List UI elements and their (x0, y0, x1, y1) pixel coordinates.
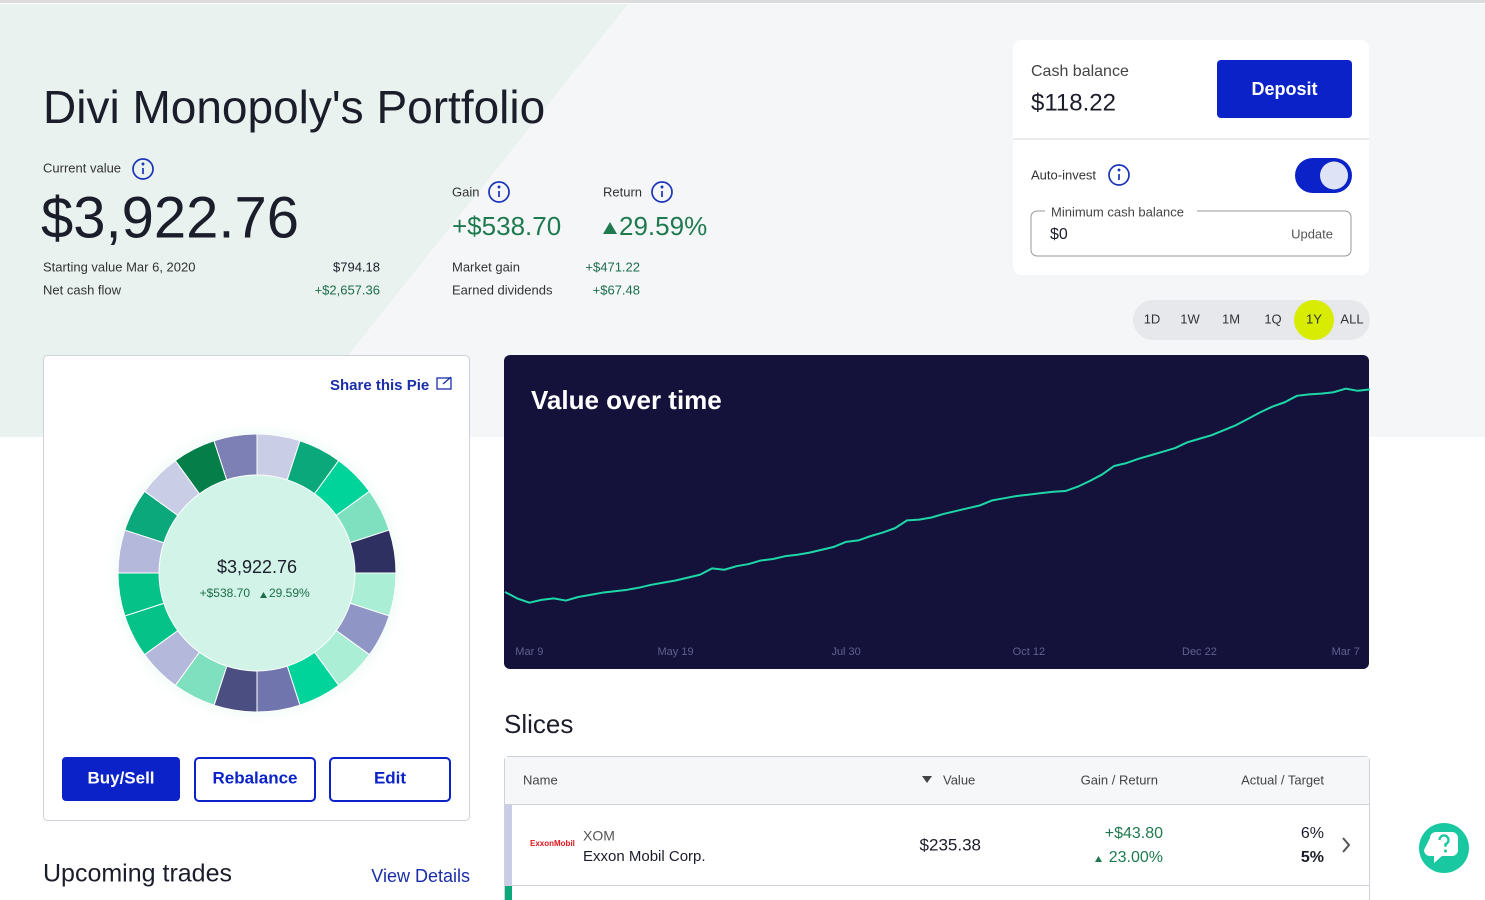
range-option[interactable]: 1Y (1306, 311, 1322, 326)
column-header: Actual / Target (1241, 772, 1324, 787)
current-value-label: Current value (43, 160, 121, 175)
donut-center-gain: +$538.70 (200, 586, 251, 600)
x-tick-label: Jul 30 (831, 646, 860, 658)
slice-name: Exxon Mobil Corp. (583, 848, 706, 865)
x-tick-label: Mar 7 (1332, 646, 1360, 658)
help-button[interactable] (1419, 823, 1469, 873)
deposit-button[interactable] (1217, 60, 1352, 118)
earned-dividends: +$67.48 (593, 282, 640, 297)
x-tick-label: Oct 12 (1013, 646, 1045, 658)
slice-ticker: XOM (583, 828, 615, 844)
buy-sell-button[interactable] (62, 757, 180, 801)
info-icon[interactable] (651, 181, 673, 203)
value-chart: Mar 9 May 19 Jul 30 Oct 12 Dec 22 Mar 7 (504, 387, 1371, 658)
share-pie-link[interactable]: Share this Pie (330, 377, 429, 394)
sort-arrow[interactable] (922, 776, 932, 783)
starting-value-label: Starting value Mar 6, 2020 (43, 259, 195, 274)
donut-segment[interactable] (213, 433, 258, 481)
value-chart-title: Value over time (531, 385, 722, 415)
slices-title: Slices (504, 709, 573, 739)
range-option[interactable]: 1D (1144, 311, 1161, 326)
range-option[interactable]: 1Q (1264, 311, 1281, 326)
slice-accent (505, 886, 512, 900)
slice-actual: 6% (1301, 825, 1324, 842)
slice-value: $235.38 (920, 835, 981, 854)
earned-dividends-label: Earned dividends (452, 282, 553, 297)
current-value: $3,922.76 (41, 185, 299, 250)
market-gain-label: Market gain (452, 259, 520, 274)
toggle-knob (1320, 161, 1348, 190)
slice-accent (505, 805, 512, 885)
value-line (504, 387, 1371, 604)
donut-glow (123, 439, 391, 707)
slice-return: 23.00% (1109, 849, 1163, 866)
starting-value: $794.18 (333, 259, 380, 274)
slice-gain: +$43.80 (1105, 825, 1163, 842)
gain-label: Gain (452, 184, 479, 199)
top-border (0, 0, 1485, 3)
x-tick-label: May 19 (658, 646, 694, 658)
up-arrow (603, 222, 617, 234)
update-button[interactable]: Update (1291, 226, 1333, 241)
donut-chart (117, 433, 397, 713)
range-options: 1D 1W 1M 1Q 1Y ALL (1144, 300, 1364, 340)
table-header (505, 757, 1369, 804)
gain-value: +$538.70 (452, 211, 561, 241)
edit-label[interactable]: Edit (374, 768, 406, 787)
slice-logo: ExxonMobil (530, 839, 575, 848)
cash-balance-label: Cash balance (1031, 63, 1129, 80)
deposit-label[interactable]: Deposit (1251, 79, 1317, 99)
view-details-link[interactable]: View Details (371, 866, 470, 886)
up-arrow (260, 592, 267, 598)
input-legend-bg (1045, 205, 1197, 217)
net-cash-flow: +$2,657.36 (315, 282, 380, 297)
rebalance-button[interactable] (194, 757, 316, 802)
upcoming-title: Upcoming trades (43, 860, 232, 888)
return-value: 29.59% (619, 211, 707, 241)
value-chart-card (504, 355, 1369, 669)
x-tick-label: Dec 22 (1182, 646, 1217, 658)
cash-balance: $118.22 (1031, 89, 1116, 116)
buy-sell-label[interactable]: Buy/Sell (87, 768, 154, 787)
edit-button[interactable] (329, 757, 451, 802)
portfolio-title: Divi Monopoly's Portfolio (43, 81, 545, 133)
share-icon[interactable] (436, 376, 452, 390)
market-gain: +$471.22 (585, 259, 640, 274)
column-header[interactable]: Value (943, 772, 975, 787)
range-option[interactable]: 1W (1180, 311, 1200, 326)
row-chevron[interactable] (1342, 837, 1351, 853)
donut-center-value: $3,922.76 (217, 557, 297, 577)
up-arrow (1095, 856, 1102, 862)
header-accent (0, 4, 628, 437)
info-icon[interactable] (488, 181, 510, 203)
donut-center-return: 29.59% (269, 586, 310, 600)
rebalance-label[interactable]: Rebalance (212, 768, 297, 787)
selected-range-highlight (1294, 300, 1334, 340)
net-cash-flow-label: Net cash flow (43, 282, 122, 297)
slice-target: 5% (1301, 849, 1324, 866)
info-icon[interactable] (1108, 164, 1130, 186)
range-selector (1133, 300, 1370, 340)
min-cash-label: Minimum cash balance (1051, 204, 1184, 219)
min-cash-value: $0 (1050, 226, 1068, 243)
range-option[interactable]: ALL (1340, 311, 1363, 326)
range-option[interactable]: 1M (1222, 311, 1240, 326)
column-header: Name (523, 772, 558, 787)
column-header: Gain / Return (1081, 772, 1158, 787)
return-label: Return (603, 184, 642, 199)
auto-invest-label: Auto-invest (1031, 167, 1096, 182)
info-icon[interactable] (132, 158, 154, 180)
x-tick-label: Mar 9 (515, 646, 543, 658)
